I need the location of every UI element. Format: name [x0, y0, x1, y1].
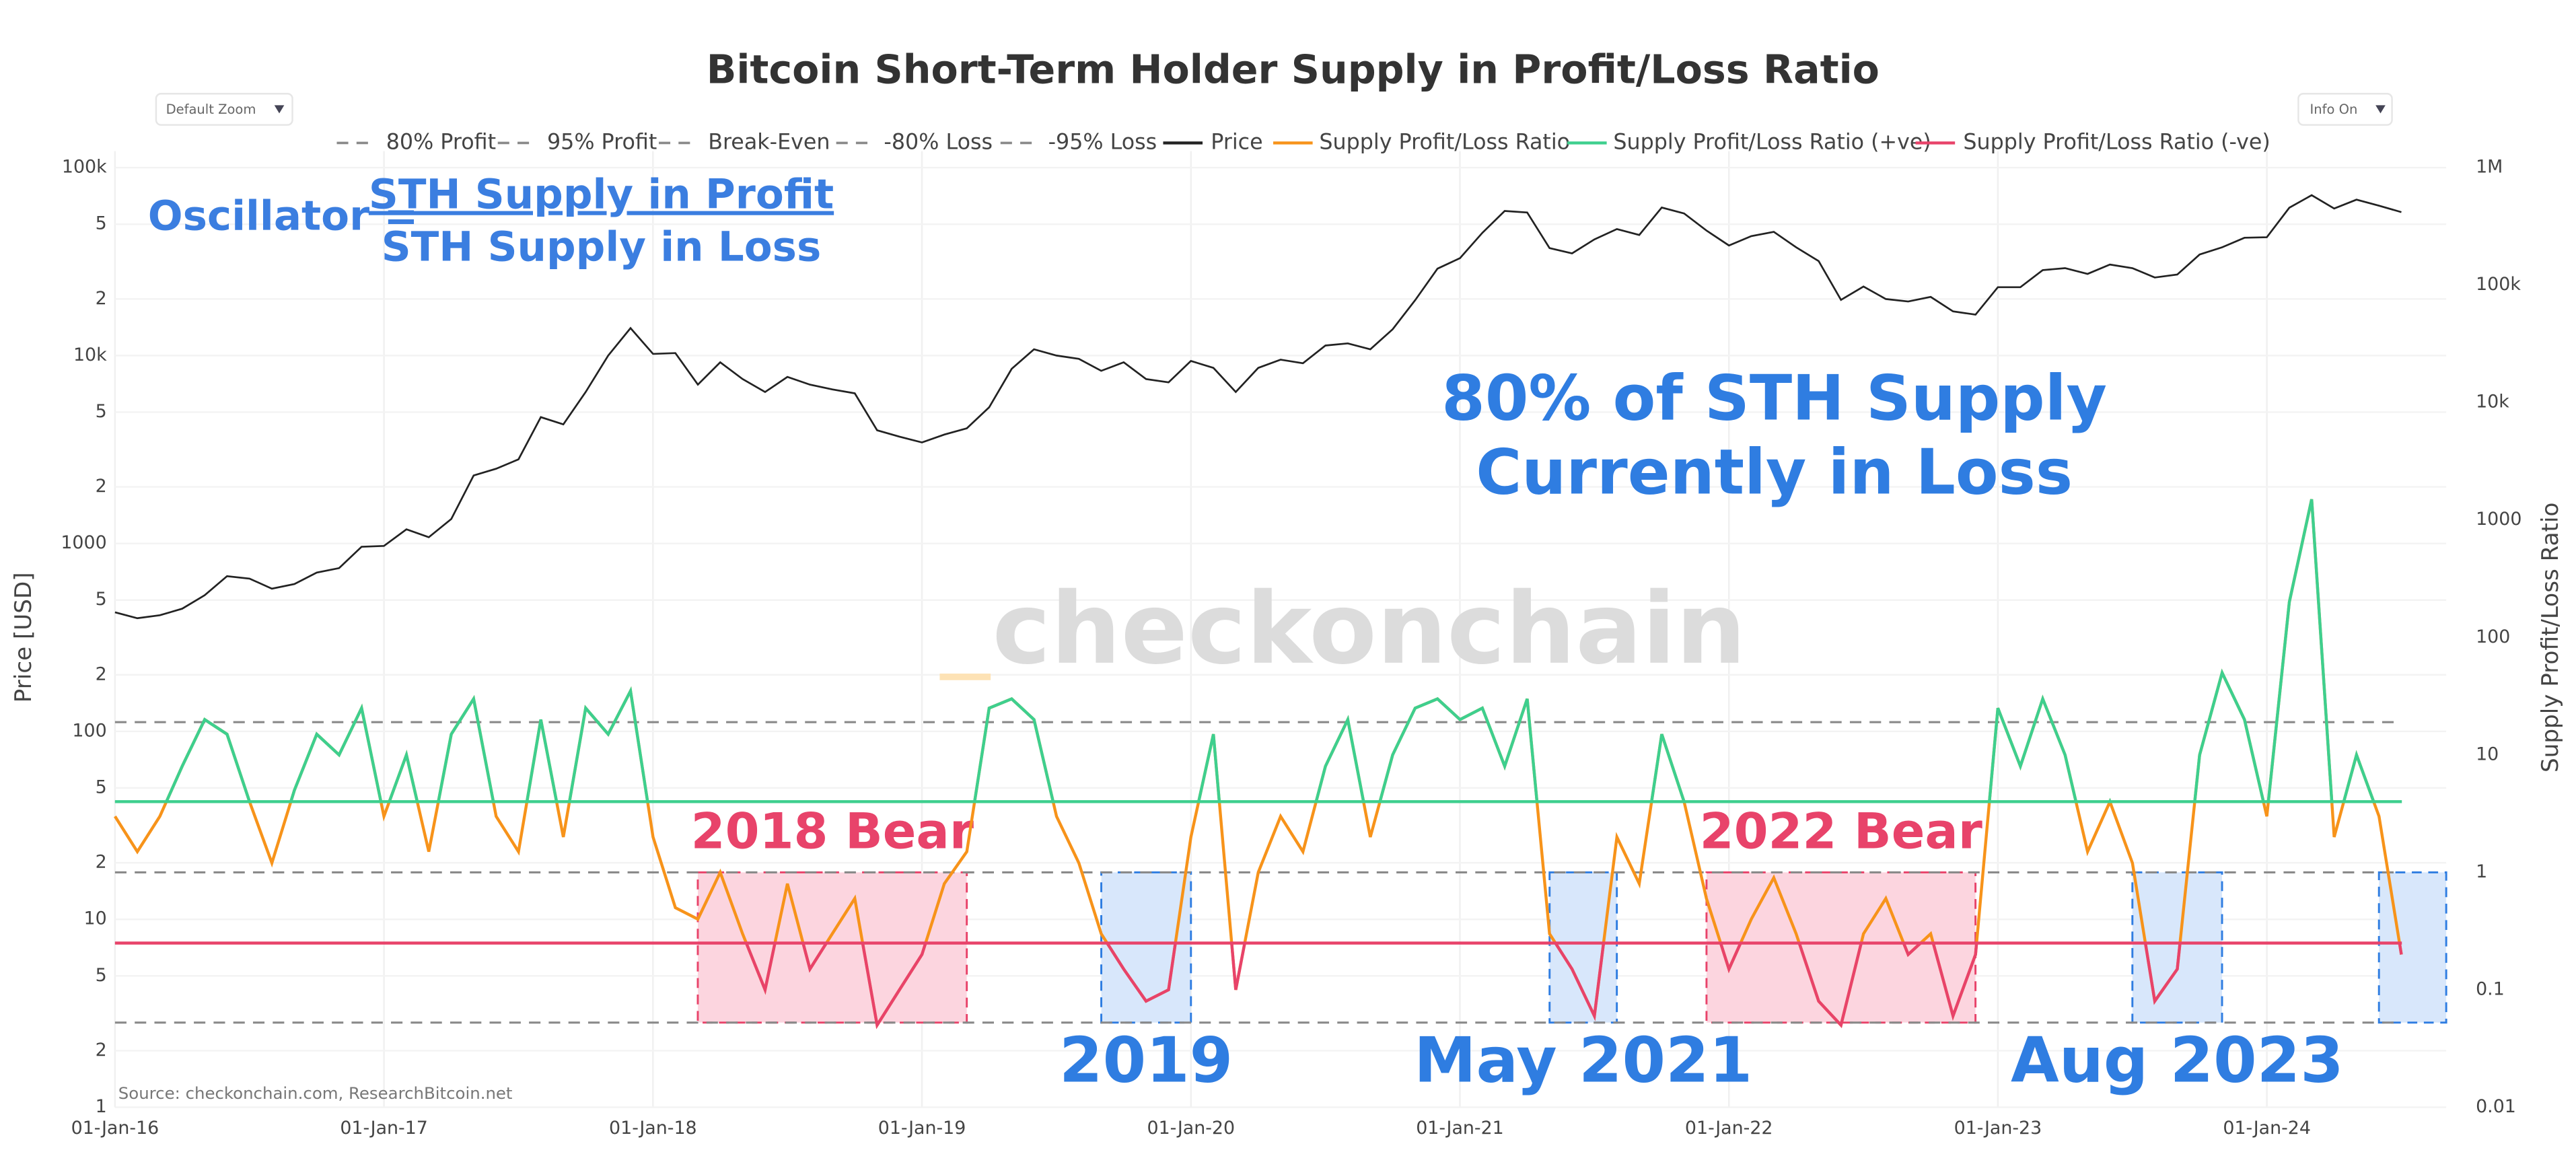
box-label: 2018 Bear	[691, 803, 974, 860]
y2-tick-label: 0.01	[2476, 1096, 2516, 1117]
legend-label: Price	[1211, 130, 1262, 154]
legend-label: 95% Profit	[547, 130, 657, 154]
legend-label: Break-Even	[708, 130, 830, 154]
y-tick-label: 10k	[73, 345, 107, 365]
watermark: checkonchain	[993, 571, 1746, 686]
button-frame[interactable]	[2297, 93, 2393, 126]
legend-label: Supply Profit/Loss Ratio	[1319, 130, 1570, 154]
x-tick-label: 01-Jan-20	[1147, 1118, 1235, 1139]
y2-tick-label: 1000	[2476, 509, 2521, 530]
formula-label: Oscillator =	[148, 192, 419, 240]
annotation: Currently in Loss	[1476, 435, 2073, 508]
y-tick-label: 5	[96, 213, 107, 234]
watermark-dash	[939, 674, 991, 680]
zoom-button[interactable]: Default Zoom	[155, 93, 293, 126]
plot-background	[114, 151, 2447, 1108]
y-tick-label: 5	[96, 965, 107, 986]
y2-axis-title: Supply Profit/Loss Ratio	[2537, 503, 2564, 772]
x-tick-label: 01-Jan-16	[71, 1118, 159, 1139]
y-tick-label: 2	[96, 852, 107, 873]
dropdown-arrow[interactable]	[2375, 105, 2386, 114]
line-series	[114, 194, 2402, 620]
formula-numerator: STH Supply in Profit	[369, 171, 834, 219]
y-tick-label: 1	[96, 1096, 107, 1117]
legend-label: 80% Profit	[386, 130, 496, 154]
y2-tick-label: 1	[2476, 861, 2487, 882]
box-label: Aug 2023	[2011, 1023, 2344, 1096]
y2-tick-label: 100	[2476, 626, 2510, 647]
legend-label: Supply Profit/Loss Ratio (+ve)	[1613, 130, 1931, 154]
y2-tick-label: 0.1	[2476, 978, 2505, 999]
chart-title: Bitcoin Short-Term Holder Supply in Prof…	[707, 47, 1880, 93]
y-tick-label: 2	[96, 476, 107, 497]
box-label: 2019	[1059, 1023, 1233, 1096]
y-tick-label: 100	[72, 720, 106, 741]
y-tick-label: 10	[84, 908, 107, 929]
source-note: Source: checkonchain.com, ResearchBitcoi…	[118, 1083, 513, 1103]
annotation: 80% of STH Supply	[1441, 362, 2107, 435]
x-tick-label: 01-Jan-18	[609, 1118, 697, 1139]
formula-denominator: STH Supply in Loss	[382, 223, 822, 271]
y2-tick-label: 1M	[2476, 157, 2503, 178]
highlight-box	[1548, 871, 1618, 1024]
legend-label: -80% Loss	[884, 130, 993, 154]
legend-label: -95% Loss	[1048, 130, 1157, 154]
y-tick-label: 1000	[61, 532, 106, 553]
box-label: 2022 Bear	[1700, 803, 1982, 860]
x-tick-label: 01-Jan-24	[2223, 1118, 2311, 1139]
y2-tick-label: 100k	[2476, 274, 2521, 295]
y-tick-label: 5	[96, 589, 107, 610]
y-tick-label: 5	[96, 777, 107, 798]
dropdown-arrow[interactable]	[274, 105, 285, 114]
x-tick-label: 01-Jan-22	[1685, 1118, 1773, 1139]
y-tick-label: 2	[96, 663, 107, 684]
x-tick-label: 01-Jan-19	[878, 1118, 966, 1139]
y-tick-label: 2	[96, 1040, 107, 1060]
highlight-box	[2377, 871, 2447, 1024]
button-label[interactable]: Info On	[2310, 102, 2358, 117]
y2-tick-label: 10k	[2476, 392, 2509, 412]
button-frame[interactable]	[155, 93, 293, 126]
y-tick-label: 2	[96, 288, 107, 309]
y-tick-label: 5	[96, 401, 107, 422]
y2-tick-label: 10	[2476, 744, 2499, 764]
highlight-box	[696, 871, 968, 1024]
ratio-segment	[164, 499, 2375, 802]
y-axis-title: Price [USD]	[10, 572, 37, 703]
x-tick-label: 01-Jan-23	[1954, 1118, 2042, 1139]
x-tick-label: 01-Jan-21	[1416, 1118, 1504, 1139]
highlight-box	[1705, 871, 1977, 1024]
legend-label: Supply Profit/Loss Ratio (-ve)	[1963, 130, 2270, 154]
box-label: May 2021	[1414, 1023, 1752, 1096]
button-label[interactable]: Default Zoom	[166, 102, 256, 117]
x-tick-label: 01-Jan-17	[340, 1118, 428, 1139]
info-button[interactable]: Info On	[2297, 93, 2393, 126]
y-tick-label: 100k	[62, 157, 107, 178]
